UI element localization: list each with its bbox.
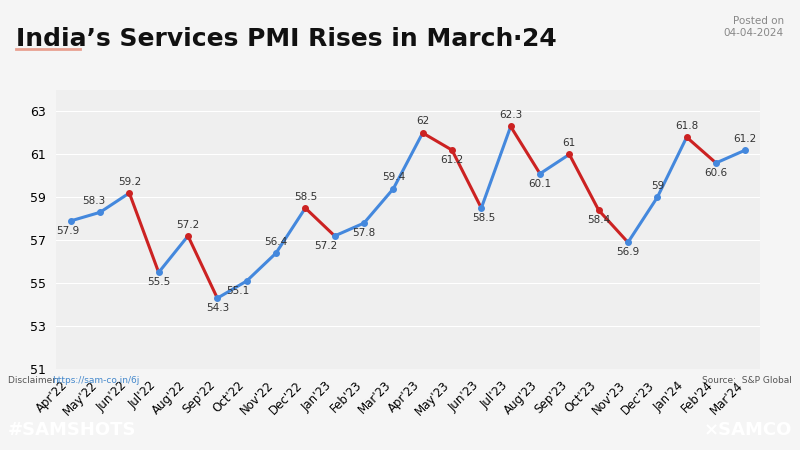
Text: 56.4: 56.4 <box>264 237 288 247</box>
Text: https://sam-co.in/6j: https://sam-co.in/6j <box>52 376 139 385</box>
Text: 62.3: 62.3 <box>499 110 522 120</box>
Text: 61.2: 61.2 <box>440 155 464 165</box>
Text: #SAMSHOTS: #SAMSHOTS <box>8 421 137 439</box>
Text: India’s Services PMI Rises in March‧24: India’s Services PMI Rises in March‧24 <box>16 27 557 51</box>
Text: 58.3: 58.3 <box>82 196 106 206</box>
Text: 61: 61 <box>562 138 576 148</box>
Text: 57.8: 57.8 <box>352 228 376 238</box>
Text: 60.1: 60.1 <box>529 179 551 189</box>
Text: 60.6: 60.6 <box>705 168 727 178</box>
Text: 57.2: 57.2 <box>314 241 338 251</box>
Text: ×SAMCO: ×SAMCO <box>704 421 792 439</box>
Text: Posted on
04-04-2024: Posted on 04-04-2024 <box>724 16 784 38</box>
Text: 58.5: 58.5 <box>473 213 496 223</box>
Text: 58.4: 58.4 <box>587 215 610 225</box>
Text: 62: 62 <box>416 117 430 126</box>
Text: 54.3: 54.3 <box>206 303 229 313</box>
Text: 56.9: 56.9 <box>616 248 640 257</box>
Text: 58.5: 58.5 <box>294 192 317 202</box>
Text: 59.2: 59.2 <box>118 176 141 187</box>
Text: 59: 59 <box>650 181 664 191</box>
Text: 57.9: 57.9 <box>56 226 79 236</box>
Text: 61.8: 61.8 <box>675 121 698 131</box>
Text: 61.2: 61.2 <box>734 134 757 144</box>
Text: 55.1: 55.1 <box>226 286 250 296</box>
Text: Source:  S&P Global: Source: S&P Global <box>702 376 792 385</box>
Text: 55.5: 55.5 <box>147 278 170 288</box>
Text: 59.4: 59.4 <box>382 172 405 182</box>
Text: 57.2: 57.2 <box>176 220 200 230</box>
Text: Disclaimer:: Disclaimer: <box>8 376 65 385</box>
